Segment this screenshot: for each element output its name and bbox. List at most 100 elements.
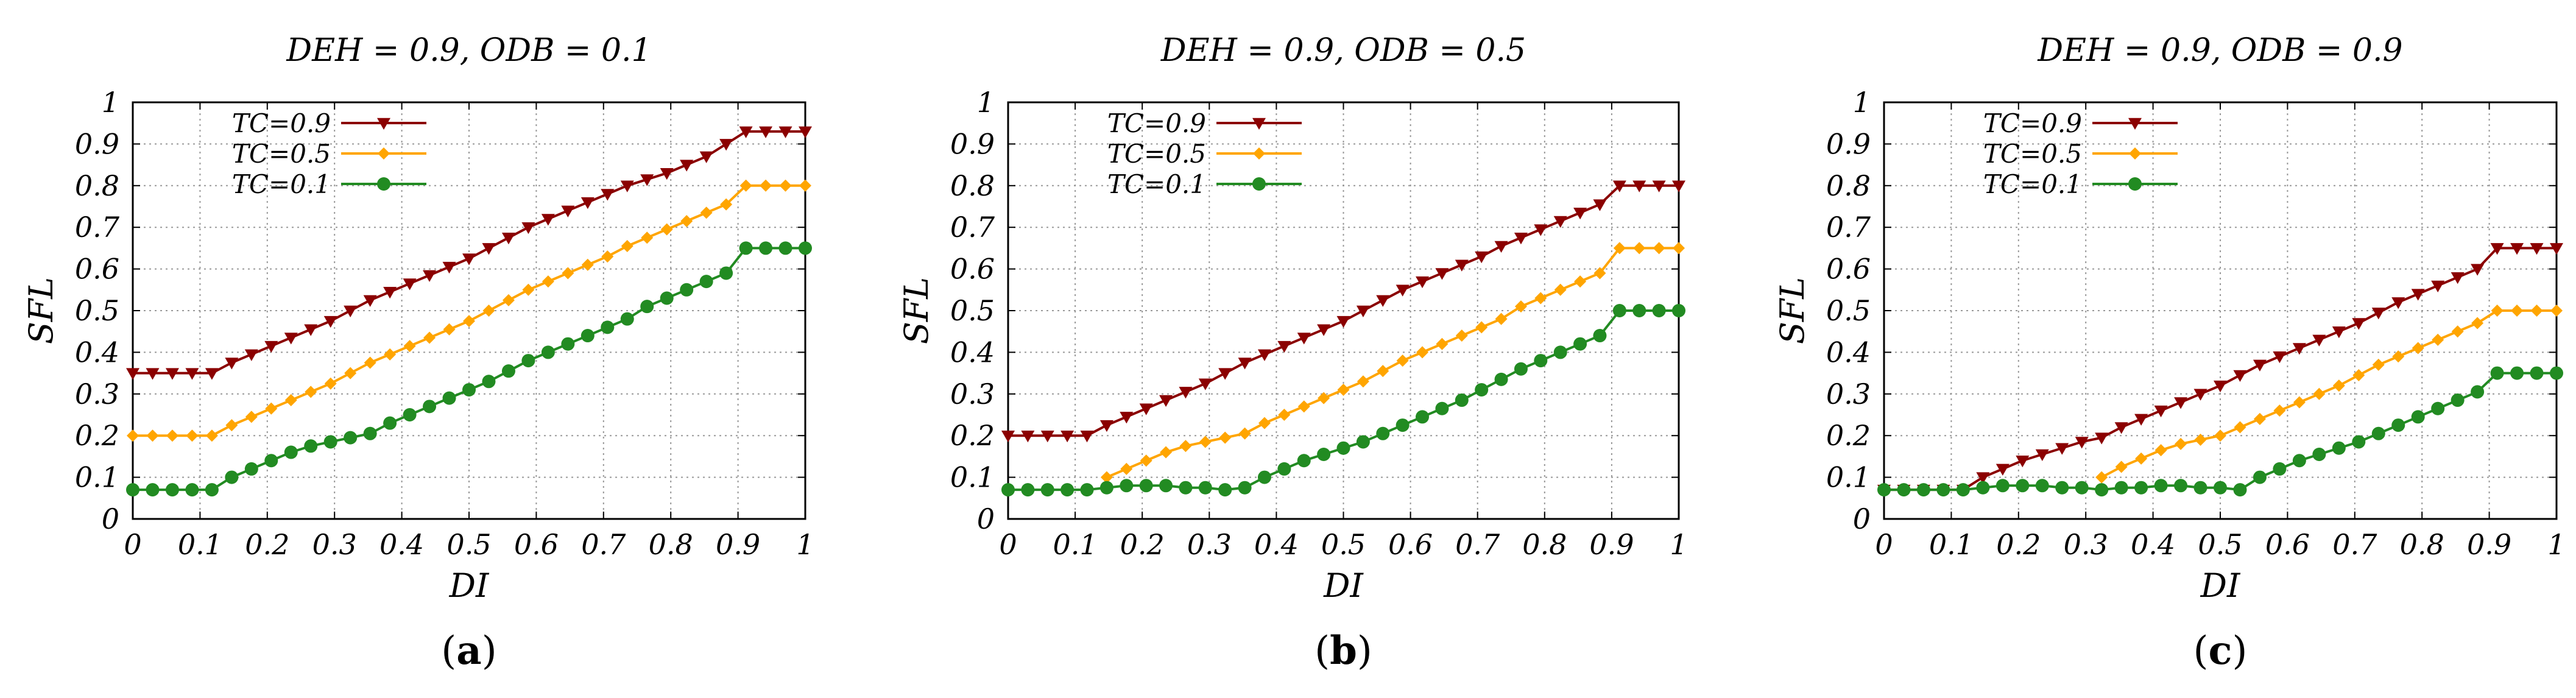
y-tick-label: 0.9 xyxy=(950,127,995,160)
x-tick-label: 0.4 xyxy=(379,528,424,561)
data-point xyxy=(2214,380,2227,393)
data-point xyxy=(1238,481,1252,495)
data-point xyxy=(1120,462,1133,475)
x-tick-label: 0.8 xyxy=(649,528,693,561)
data-point xyxy=(2352,435,2366,449)
data-point xyxy=(2411,410,2425,424)
data-point xyxy=(621,239,633,252)
series-TC=0.9 xyxy=(126,126,812,380)
data-point xyxy=(384,348,397,361)
data-point xyxy=(1593,329,1607,343)
y-tick-label: 0.5 xyxy=(1826,294,1871,327)
data-point xyxy=(1976,481,1990,495)
data-point xyxy=(2550,366,2563,380)
caption-close-paren: ) xyxy=(2232,629,2247,674)
series-TC=0.5 xyxy=(2095,305,2563,484)
y-tick-label: 0.6 xyxy=(950,253,995,286)
plot-frame xyxy=(132,101,806,520)
data-point xyxy=(2214,429,2226,442)
data-point xyxy=(739,179,752,192)
y-tick-label: 1 xyxy=(977,86,995,119)
data-point xyxy=(1534,292,1547,305)
data-point xyxy=(2550,305,2563,317)
data-point xyxy=(1633,242,1646,255)
data-point xyxy=(2490,243,2504,255)
data-point xyxy=(2293,396,2306,409)
data-point xyxy=(363,426,377,440)
data-point xyxy=(2114,422,2128,434)
data-point xyxy=(1099,420,1113,432)
x-tick-label: 0.5 xyxy=(1321,528,1366,561)
data-point xyxy=(778,241,792,255)
data-point xyxy=(501,364,515,378)
chart-title: DEH = 0.9, ODB = 0.5 xyxy=(1160,32,1526,69)
y-tick-label: 0.8 xyxy=(950,169,995,202)
data-point xyxy=(1495,312,1508,325)
data-point xyxy=(699,275,713,289)
data-point xyxy=(1120,479,1134,493)
data-point xyxy=(501,233,515,245)
data-point xyxy=(2391,297,2405,309)
data-point xyxy=(2530,243,2544,255)
data-point xyxy=(2016,455,2030,468)
legend-swatch-marker xyxy=(2129,147,2141,160)
data-point xyxy=(1356,435,1370,449)
data-point xyxy=(1317,324,1331,336)
data-point xyxy=(205,429,218,442)
chart-panel-b: DEH = 0.9, ODB = 0.5 0 0.1 0.2 0.3 0.4 0.5 0.6 0… xyxy=(897,32,1688,674)
data-point xyxy=(2135,452,2148,465)
data-point xyxy=(443,323,456,336)
data-point xyxy=(1040,483,1054,497)
data-point xyxy=(1278,409,1291,421)
data-point xyxy=(166,429,178,442)
data-point xyxy=(1574,275,1587,288)
data-point xyxy=(660,223,673,236)
x-axis-label: DI xyxy=(1323,566,1364,605)
data-point xyxy=(324,377,337,390)
y-tick-label: 0.4 xyxy=(75,336,119,368)
data-point xyxy=(482,375,496,389)
data-point xyxy=(2511,305,2524,317)
legend-entry: TC=0.5 xyxy=(1983,139,2178,169)
data-point xyxy=(244,349,258,361)
y-tick-label: 0.3 xyxy=(950,378,995,411)
data-point xyxy=(1936,483,1950,497)
legend-entry: TC=0.1 xyxy=(1983,169,2178,199)
data-point xyxy=(1021,483,1035,497)
data-point xyxy=(1534,224,1548,236)
data-point xyxy=(205,483,219,497)
data-point xyxy=(640,300,654,314)
legend-swatch-marker xyxy=(1252,118,1266,130)
data-point xyxy=(1219,431,1232,444)
y-axis-label: SFL xyxy=(22,277,60,344)
data-point xyxy=(1159,395,1173,407)
data-point xyxy=(2510,366,2524,380)
data-point xyxy=(1897,483,1911,497)
y-tick-label: 0.5 xyxy=(950,294,995,327)
data-point xyxy=(680,214,693,227)
data-point xyxy=(442,391,456,405)
data-point xyxy=(2490,366,2504,380)
data-point xyxy=(580,329,595,343)
data-point xyxy=(126,483,139,497)
series-TC=0.9 xyxy=(1001,180,1685,443)
data-point xyxy=(2234,421,2246,434)
data-point xyxy=(2471,317,2484,330)
data-point xyxy=(2371,308,2385,320)
data-point xyxy=(641,231,654,244)
data-point xyxy=(1554,283,1567,296)
data-point xyxy=(2431,280,2445,292)
data-point xyxy=(1996,479,2010,493)
legend-label: TC=0.9 xyxy=(232,108,331,138)
data-point xyxy=(699,151,713,163)
data-point xyxy=(760,179,772,192)
data-point xyxy=(2134,414,2148,426)
data-point xyxy=(2035,479,2049,493)
data-point xyxy=(1672,304,1685,317)
data-point xyxy=(305,386,317,398)
data-point xyxy=(1317,447,1331,461)
data-point xyxy=(462,253,476,266)
data-point xyxy=(1100,471,1113,484)
data-point xyxy=(146,483,160,497)
data-point xyxy=(323,316,337,328)
